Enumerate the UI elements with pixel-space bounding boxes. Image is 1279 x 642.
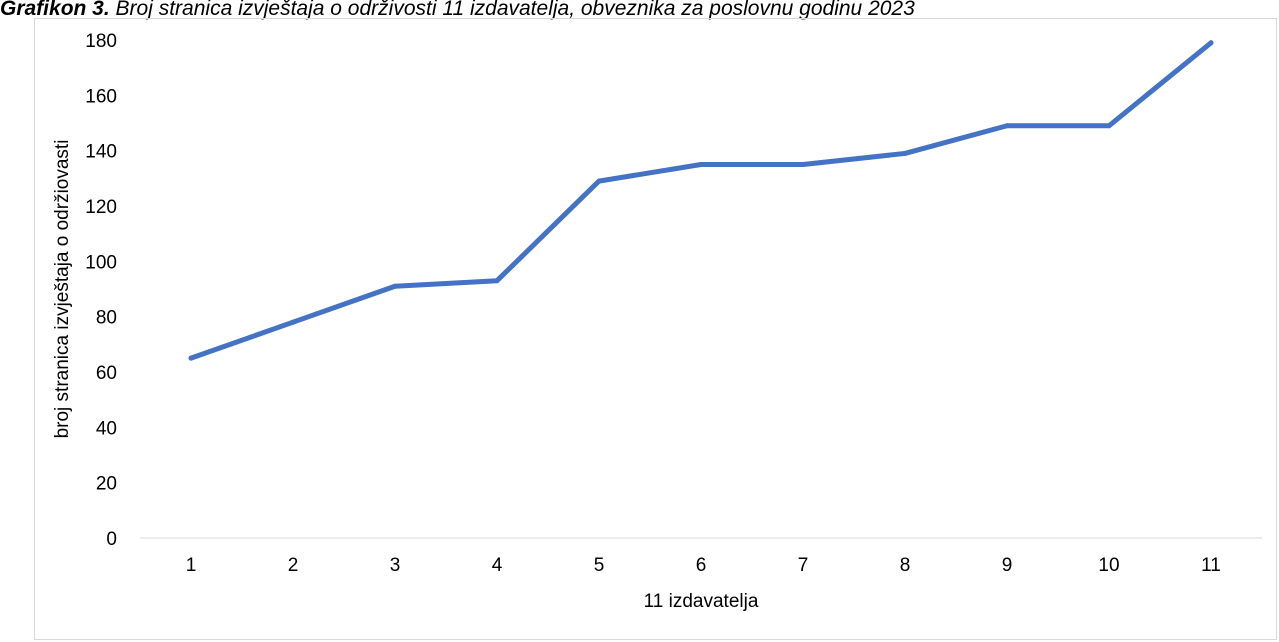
y-axis-ticks: 0 20 40 60 80 100 120 140 160 180 (85, 31, 117, 550)
x-tick-label: 8 (900, 555, 911, 576)
chart-title-prefix: Grafikon 3. (0, 0, 110, 20)
x-tick-label: 2 (288, 555, 299, 576)
x-tick-label: 5 (594, 555, 605, 576)
y-tick-label: 160 (85, 86, 117, 107)
series-line (188, 40, 1214, 361)
chart-title-text: Broj stranica izvještaja o održivosti 11… (115, 0, 915, 20)
data-point (494, 278, 500, 284)
y-tick-label: 80 (96, 308, 117, 329)
x-tick-label: 3 (390, 555, 401, 576)
x-axis-ticks: 1 2 3 4 5 6 7 8 9 10 11 (186, 555, 1221, 576)
data-point (800, 162, 806, 167)
x-axis-title: 11 izdavatelja (644, 591, 759, 612)
data-point (392, 283, 398, 289)
y-axis-title: broj stranica izvještaja o održiovasti (52, 140, 73, 439)
x-tick-label: 1 (186, 555, 197, 576)
data-point (1106, 123, 1112, 129)
data-point (1208, 40, 1214, 46)
y-tick-label: 40 (96, 418, 117, 439)
data-point (290, 319, 296, 325)
x-tick-label: 11 (1201, 555, 1221, 576)
y-tick-label: 140 (85, 142, 117, 163)
series-group (188, 40, 1214, 361)
y-tick-label: 180 (85, 31, 117, 52)
chart-frame (34, 18, 1277, 640)
y-tick-label: 100 (85, 252, 117, 273)
data-point (596, 178, 602, 184)
chart-title: Grafikon 3. Broj stranica izvještaja o o… (0, 0, 1279, 22)
data-point (1004, 123, 1010, 129)
x-tick-label: 7 (798, 555, 809, 576)
y-tick-label: 120 (85, 197, 117, 218)
data-point (698, 162, 704, 167)
x-tick-label: 9 (1002, 555, 1013, 576)
x-tick-label: 4 (492, 555, 503, 576)
x-tick-label: 10 (1098, 555, 1119, 576)
y-tick-label: 20 (96, 474, 117, 495)
y-tick-label: 60 (96, 363, 117, 384)
y-tick-label: 0 (106, 529, 117, 550)
data-point (188, 355, 194, 361)
data-point (902, 150, 908, 156)
x-tick-label: 6 (696, 555, 707, 576)
